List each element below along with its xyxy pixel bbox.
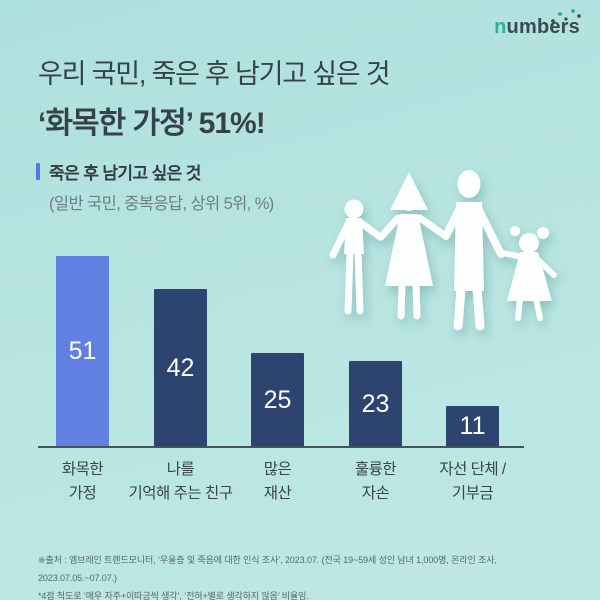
bar-value: 51 [68,337,97,365]
bar-value: 42 [166,353,195,382]
source-line-1: ※출처 : 엠브레인 트렌드모니터, ‘우울증 및 죽음에 대한 인식 조사’,… [38,555,497,583]
bar-value: 25 [263,385,292,414]
bar-3: 25 [251,353,304,447]
chart-subtitle-block: 죽은 후 남기고 싶은 것 (일반 국민, 중복응답, 상위 5위, %) [36,159,274,214]
bar-2: 42 [154,289,207,447]
x-axis-line [38,446,524,448]
bar-category-label: 나를 기억해 주는 친구 [128,461,233,502]
mother-figure [377,172,448,320]
chart-subtitle-note: (일반 국민, 중복응답, 상위 5위, %) [49,195,274,213]
bar-5: 11 [446,406,499,447]
paper-family-illustration [329,170,557,331]
bar-category-label: 많은 재산 [263,461,292,502]
bar-category-label: 훌륭한 자손 [354,461,397,502]
title-line-1: 우리 국민, 죽은 후 남기고 싶은 것 [38,59,391,89]
boy-figure [329,199,384,315]
source-line-2: *4점 척도로 ‘매우 자주+이따금씩 생각’, ‘전혀+별로 생각하지 않음’… [38,591,309,600]
source-note: ※출처 : 엠브레인 트렌드모니터, ‘우울증 및 죽음에 대한 인식 조사’,… [38,551,578,600]
bar-value: 23 [361,389,390,418]
chart-subtitle-main: 죽은 후 남기고 싶은 것 [49,164,201,183]
bar-category-label: 화목한 가정 [61,461,104,502]
title-line-2: ‘화목한 가정’ 51%! [38,107,266,140]
logo-text-n: n [494,16,507,38]
bar-4: 23 [349,361,402,447]
numbers-logo: numbers [494,9,581,39]
girl-figure [500,226,557,321]
logo-text-umbers: umbers [506,16,580,38]
bar-value: 11 [459,412,486,440]
bar-category-label: 자선 단체 / 기부금 [439,461,506,502]
bar-1: 51 [56,256,109,447]
father-figure [442,170,505,331]
accent-bar [36,163,40,180]
sparkle-dots-icon [551,9,581,23]
page-title: 우리 국민, 죽은 후 남기고 싶은 것 ‘화목한 가정’ 51%! [38,52,391,142]
